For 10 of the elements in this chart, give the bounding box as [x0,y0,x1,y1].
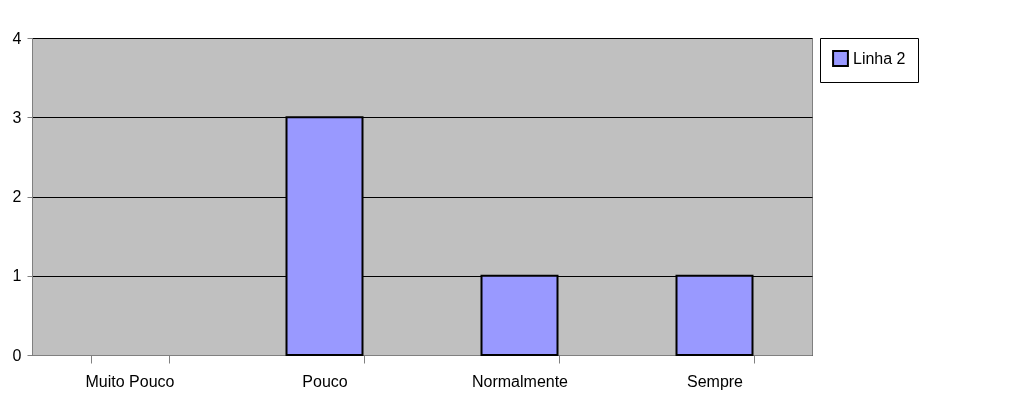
y-tick-label: 0 [12,346,22,364]
x-tick-label: Normalmente [471,372,569,390]
y-tick-label: 1 [12,267,22,285]
y-tick-label: 4 [12,29,22,47]
x-tick-label: Pouco [302,372,348,390]
legend-label: Linha 2 [853,49,906,67]
y-tick-label: 2 [12,188,22,205]
x-tick-label: Muito Pouco [85,372,175,390]
y-tick-label: 3 [12,108,22,126]
x-tick-label: Sempre [686,372,744,390]
